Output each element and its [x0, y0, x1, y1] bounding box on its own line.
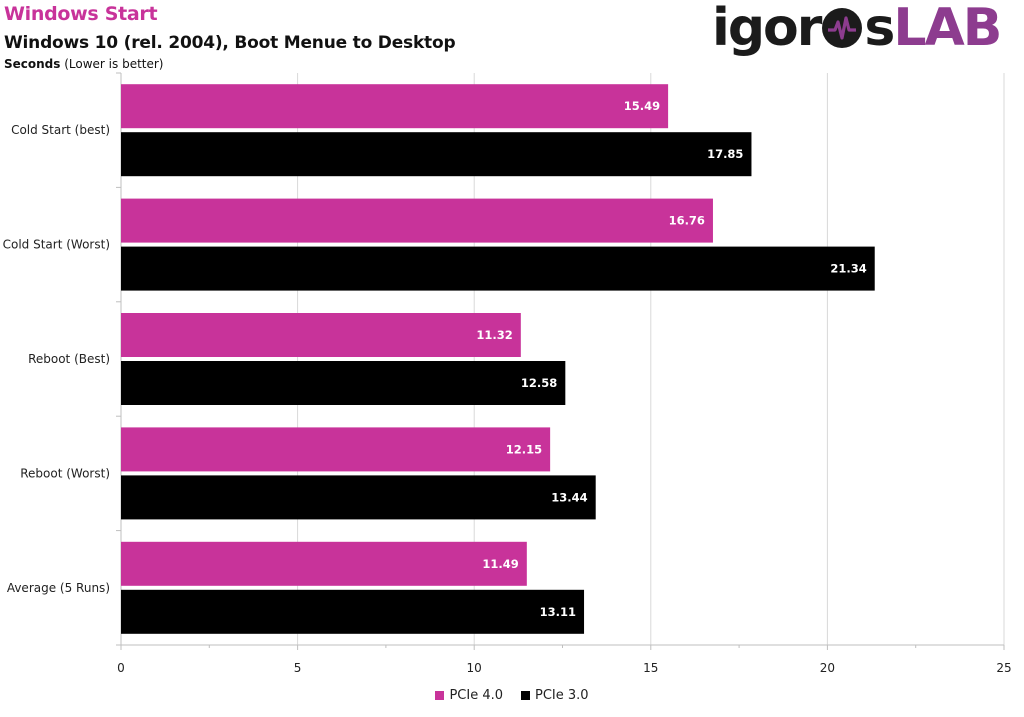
bar-pcie3 [121, 475, 596, 520]
x-tick-label: 10 [467, 661, 482, 675]
data-label: 13.11 [540, 605, 576, 619]
category-label: Reboot (Best) [28, 352, 110, 366]
bar-pcie4 [121, 84, 669, 129]
chart-title: Windows Start [4, 3, 158, 25]
x-tick-label: 20 [820, 661, 835, 675]
legend-label-pcie3: PCIe 3.0 [535, 688, 589, 703]
legend-swatch-pcie3 [521, 691, 530, 700]
category-label: Cold Start (best) [11, 123, 110, 137]
x-tick-label: 0 [117, 661, 125, 675]
chart-subtitle: Windows 10 (rel. 2004), Boot Menue to De… [4, 33, 456, 53]
data-label: 16.76 [669, 214, 705, 228]
bar-pcie4 [121, 198, 713, 243]
data-label: 11.49 [482, 557, 518, 571]
logo-text-igor: igor [712, 0, 822, 58]
bar-pcie4 [121, 427, 551, 472]
bar-pcie4 [121, 313, 521, 357]
x-tick-label: 15 [643, 661, 658, 675]
data-label: 13.44 [551, 490, 587, 504]
bar-pcie4 [121, 541, 527, 586]
bar-pcie3 [121, 246, 875, 291]
logo-text-lab: LAB [893, 0, 1002, 58]
bar-pcie3 [121, 361, 566, 405]
data-label: 15.49 [624, 99, 660, 113]
data-label: 21.34 [830, 262, 866, 276]
legend-item-pcie4: PCIe 4.0 [435, 688, 503, 703]
data-label: 17.85 [707, 147, 743, 161]
chart-legend: PCIe 4.0 PCIe 3.0 [0, 688, 1024, 703]
data-label: 12.58 [521, 376, 557, 390]
unit-note: (Lower is better) [60, 57, 164, 71]
unit-bold: Seconds [4, 57, 61, 71]
legend-item-pcie3: PCIe 3.0 [521, 688, 589, 703]
igorslab-logo: igor s LAB [712, 0, 1002, 58]
data-label: 12.15 [506, 442, 542, 456]
category-label: Cold Start (Worst) [3, 238, 110, 252]
data-label: 11.32 [476, 328, 512, 342]
category-label: Average (5 Runs) [7, 581, 110, 595]
legend-label-pcie4: PCIe 4.0 [449, 688, 503, 703]
logo-text-s: s [864, 0, 895, 58]
heartbeat-icon [822, 8, 863, 48]
x-tick-label: 25 [996, 661, 1011, 675]
bar-pcie3 [121, 589, 585, 634]
axis-unit-label: Seconds (Lower is better) [4, 57, 164, 71]
category-label: Reboot (Worst) [20, 466, 110, 480]
legend-swatch-pcie4 [435, 691, 445, 700]
x-tick-label: 5 [294, 661, 302, 675]
bar-pcie3 [121, 132, 752, 177]
